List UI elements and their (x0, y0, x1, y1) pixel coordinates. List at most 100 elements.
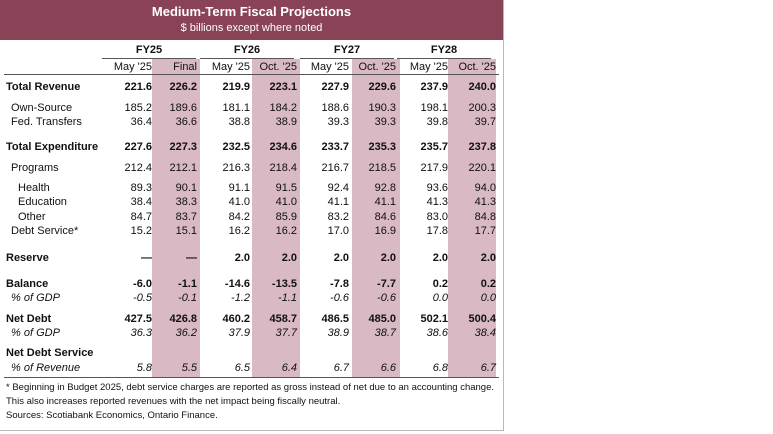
row-label: Programs (11, 162, 59, 174)
table-cell: 227.3 (169, 141, 197, 153)
table-cell: 227.9 (321, 81, 349, 93)
table-cell: 15.1 (175, 225, 197, 237)
table-cell: 229.6 (368, 81, 396, 93)
row-label: Balance (6, 278, 49, 290)
table-cell: 233.7 (321, 141, 349, 153)
table-cell: 16.9 (374, 225, 396, 237)
table-cell: 5.8 (136, 362, 152, 374)
fiscal-year-underline (200, 58, 294, 59)
table-cell: 38.4 (130, 196, 152, 208)
fiscal-year-underline (397, 58, 491, 59)
table-subtitle: $ billions except where noted (180, 22, 323, 34)
table-cell: 84.6 (374, 211, 396, 223)
table-cell: 38.3 (175, 196, 197, 208)
row-label: Total Expenditure (6, 141, 99, 153)
table-cell: 460.2 (222, 313, 250, 325)
table-cell: 41.3 (426, 196, 448, 208)
fiscal-year-underline (300, 58, 394, 59)
table-cell: 218.4 (269, 162, 297, 174)
table-cell: 83.2 (327, 211, 349, 223)
table-cell: -0.1 (178, 292, 197, 304)
footnote-sources: Sources: Scotiabank Economics, Ontario F… (6, 410, 218, 421)
table-cell: 38.9 (327, 327, 349, 339)
column-subheader: Oct. '25 (458, 61, 496, 73)
table-cell: 90.1 (175, 182, 197, 194)
table-cell: 85.9 (275, 211, 297, 223)
table-cell: 227.6 (124, 141, 152, 153)
row-label: Net Debt (6, 313, 52, 325)
fiscal-year-header: FY26 (233, 44, 261, 56)
table-cell: 38.9 (275, 116, 297, 128)
table-cell: 92.8 (374, 182, 396, 194)
column-subheader: May '25 (211, 61, 250, 73)
fiscal-table-card: Medium-Term Fiscal Projections $ billion… (0, 0, 504, 431)
fiscal-year-underline (102, 58, 196, 59)
table-cell: 240.0 (468, 81, 496, 93)
table-cell: 0.0 (480, 292, 496, 304)
table-cell: 6.5 (234, 362, 250, 374)
table-header: Medium-Term Fiscal Projections $ billion… (0, 0, 503, 40)
table-cell: -0.6 (330, 292, 349, 304)
table-cell: 427.5 (124, 313, 152, 325)
table-cell: 84.2 (228, 211, 250, 223)
table-cell: -7.7 (377, 278, 396, 290)
table-cell: 84.7 (130, 211, 152, 223)
table-cell: 41.3 (474, 196, 496, 208)
table-cell: -0.6 (377, 292, 396, 304)
table-cell: 38.4 (474, 327, 496, 339)
table-cell: 235.7 (420, 141, 448, 153)
shaded-column-2 (352, 59, 400, 377)
column-subheader: Oct. '25 (259, 61, 297, 73)
table-cell: — (186, 252, 197, 264)
table-cell: 39.8 (426, 116, 448, 128)
column-subheader: Oct. '25 (358, 61, 396, 73)
table-cell: 212.1 (169, 162, 197, 174)
row-label: Education (18, 196, 67, 208)
table-cell: 37.7 (275, 327, 297, 339)
row-label: Other (18, 211, 46, 223)
table-cell: 188.6 (321, 102, 349, 114)
table-cell: 36.6 (175, 116, 197, 128)
table-cell: 232.5 (222, 141, 250, 153)
table-cell: 6.8 (432, 362, 448, 374)
table-cell: 89.3 (130, 182, 152, 194)
table-cell: -1.1 (178, 278, 197, 290)
row-label: Fed. Transfers (11, 116, 82, 128)
table-cell: 38.7 (374, 327, 396, 339)
table-cell: 2.0 (234, 252, 250, 264)
table-cell: 2.0 (333, 252, 349, 264)
table-cell: -13.5 (271, 278, 297, 290)
table-cell: 219.9 (222, 81, 250, 93)
table-cell: -1.1 (278, 292, 297, 304)
table-cell: 237.8 (468, 141, 496, 153)
table-cell: 17.0 (327, 225, 349, 237)
table-cell: 17.8 (426, 225, 448, 237)
table-cell: -6.0 (133, 278, 152, 290)
table-cell: 216.7 (321, 162, 349, 174)
table-cell: 220.1 (468, 162, 496, 174)
table-cell: 6.4 (281, 362, 297, 374)
column-subheader: May '25 (113, 61, 152, 73)
table-cell: 6.7 (480, 362, 496, 374)
shaded-column-0 (152, 59, 200, 377)
table-cell: 486.5 (321, 313, 349, 325)
table-cell: 38.6 (426, 327, 448, 339)
table-cell: 2.0 (281, 252, 297, 264)
table-cell: 6.6 (380, 362, 396, 374)
row-label: % of Revenue (11, 362, 81, 374)
table-cell: 485.0 (368, 313, 396, 325)
table-cell: 36.4 (130, 116, 152, 128)
table-cell: -0.5 (133, 292, 152, 304)
table-cell: 15.2 (130, 225, 152, 237)
table-cell: 16.2 (228, 225, 250, 237)
table-cell: 217.9 (420, 162, 448, 174)
row-label: % of GDP (11, 327, 60, 339)
row-label: % of GDP (11, 292, 60, 304)
table-cell: 181.1 (222, 102, 250, 114)
table-cell: 17.7 (474, 225, 496, 237)
table-cell: 2.0 (432, 252, 448, 264)
table-cell: 41.1 (327, 196, 349, 208)
row-label: Own-Source (11, 102, 73, 114)
table-cell: 5.5 (181, 362, 197, 374)
table-cell: 0.2 (480, 278, 496, 290)
